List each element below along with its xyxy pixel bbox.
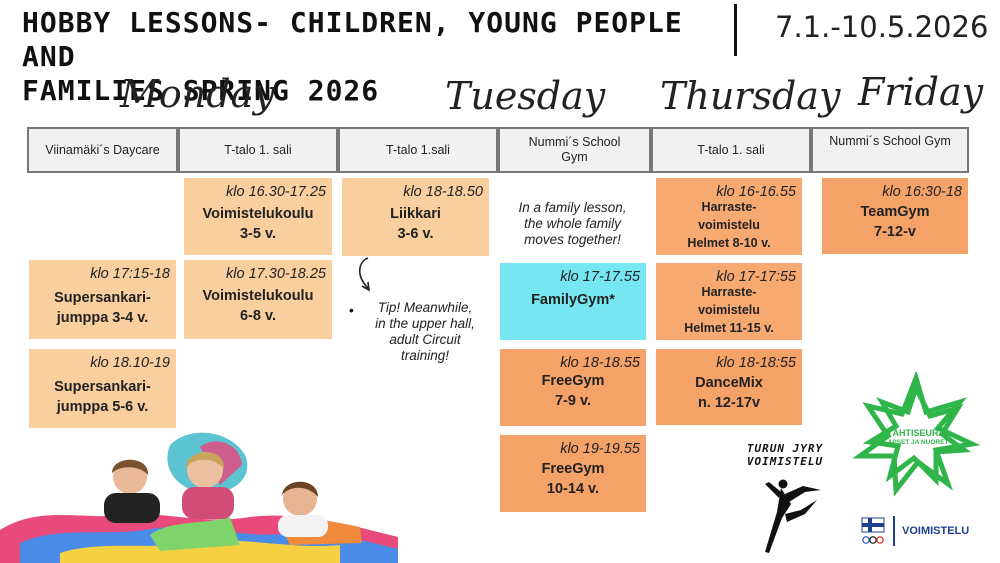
session-card: klo 18-18.55 FreeGym 7-9 v. (500, 349, 646, 426)
session-name: TeamGym (860, 204, 930, 220)
session-time: klo 16.30-17.25 (226, 184, 326, 200)
family-note: In a family lesson, the whole family mov… (500, 200, 645, 248)
session-name: FreeGym (541, 461, 605, 477)
tip-line: training! (400, 348, 450, 363)
tip-line: in the upper hall, (375, 316, 475, 331)
session-time: klo 19-19.55 (560, 441, 640, 457)
session-time: klo 18-18.50 (403, 184, 483, 200)
day-tuesday: Tuesday (445, 74, 606, 118)
session-card: klo 18-18:55 DanceMix n. 12-17v (656, 349, 802, 425)
venue-ttalo-tuesday: T-talo 1.sali (338, 129, 498, 171)
session-name: DanceMix (695, 375, 763, 391)
day-monday: Monday (120, 72, 275, 116)
tip-line: Tip! Meanwhile, (377, 300, 473, 315)
tip-line: adult Circuit (389, 332, 461, 347)
jyry-logo-text: TURUN JYRY VOIMISTELU (735, 442, 835, 468)
family-note-line: moves together! (524, 232, 621, 247)
family-note-line: In a family lesson, (518, 200, 627, 215)
day-thursday: Thursday (660, 74, 841, 118)
bullet-icon: • (349, 302, 354, 318)
session-name: Liikkari (390, 206, 441, 222)
title-line-2: FAMILIES SPRING 2026 (22, 74, 380, 107)
gymnast-silhouette-icon (765, 479, 821, 553)
jyry-logo-line: VOIMISTELU (746, 455, 824, 468)
session-card: klo 17.30-18.25 Voimistelukoulu 6-8 v. (184, 260, 332, 339)
day-friday: Friday (858, 70, 984, 114)
session-card: klo 16.30-17.25 Voimistelukoulu 3-5 v. (184, 178, 332, 255)
finland-olympic-icon (861, 517, 885, 544)
session-card: klo 16:30-18 TeamGym 7-12-v (822, 178, 968, 254)
session-time: klo 17-17:55 (716, 269, 796, 285)
venue-ttalo-monday: T-talo 1. sali (178, 129, 338, 171)
session-card: klo 17-17:55 Harraste- voimistelu Helmet… (656, 263, 802, 340)
session-group: Helmet 8-10 v. (687, 236, 771, 250)
session-time: klo 18-18.55 (560, 355, 640, 371)
session-name: Supersankari- (54, 379, 151, 395)
session-card: klo 18.10-19 Supersankari- jumppa 5-6 v. (29, 349, 176, 428)
tahtiseura-star-logo (852, 372, 980, 497)
session-name: voimistelu (698, 303, 760, 317)
session-age: 7-12-v (874, 224, 916, 240)
session-age: 3-5 v. (239, 226, 276, 242)
tahtiseura-title: TÄHTISEURA (887, 428, 945, 438)
family-note-line: the whole family (524, 216, 621, 231)
session-card: klo 18-18.50 Liikkari 3-6 v. (342, 178, 489, 256)
session-age: 6-8 v. (239, 308, 276, 324)
venue-nummi-tuesday: Nummi´s School Gym (498, 129, 651, 171)
session-time: klo 18.10-19 (90, 355, 170, 371)
jyry-logo-line: TURUN JYRY (746, 442, 824, 455)
page-title: HOBBY LESSONS- CHILDREN, YOUNG PEOPLE AN… (22, 6, 722, 108)
session-time: klo 17:15-18 (90, 266, 170, 282)
session-age: 7-9 v. (554, 393, 591, 409)
venue-viinamaki: Viinamäki´s Daycare (27, 129, 178, 171)
session-name: Supersankari- (54, 290, 151, 306)
header-divider (734, 4, 737, 56)
date-range: 7.1.-10.5.2026 (775, 10, 989, 44)
session-card: klo 17-17.55 FamilyGym* (500, 263, 646, 340)
session-name: Harraste- (701, 200, 757, 214)
session-name: Harraste- (701, 285, 757, 299)
session-age: 10-14 v. (546, 481, 600, 497)
session-group: Helmet 11-15 v. (684, 321, 774, 335)
title-line-1: HOBBY LESSONS- CHILDREN, YOUNG PEOPLE AN… (22, 6, 683, 73)
tip-note: • Tip! Meanwhile, in the upper hall, adu… (349, 300, 500, 364)
session-age: 3-6 v. (397, 226, 434, 242)
session-card: klo 16-16.55 Harraste- voimistelu Helmet… (656, 178, 802, 255)
venue-ttalo-thursday: T-talo 1. sali (651, 129, 811, 171)
venue-nummi-friday: Nummi´s School Gym (811, 129, 969, 171)
session-name: Voimistelukoulu (202, 288, 314, 304)
venue-bar: Viinamäki´s Daycare T-talo 1. sali T-tal… (27, 127, 969, 173)
tahtiseura-subtitle: LAPSET JA NUORET (883, 439, 949, 446)
curved-arrow-icon (358, 257, 370, 292)
session-age: jumppa 3-4 v. (56, 310, 149, 326)
session-age: n. 12-17v (697, 395, 761, 411)
tahtiseura-text: TÄHTISEURA LAPSET JA NUORET (872, 428, 960, 448)
session-time: klo 16-16.55 (716, 184, 796, 200)
logo-divider (893, 516, 895, 546)
session-time: klo 17.30-18.25 (226, 266, 326, 282)
session-name: FreeGym (541, 373, 605, 389)
session-card: klo 17:15-18 Supersankari- jumppa 3-4 v. (29, 260, 176, 339)
session-age: jumppa 5-6 v. (56, 399, 149, 415)
children-photo (0, 432, 398, 563)
session-name: FamilyGym* (531, 292, 615, 308)
session-time: klo 16:30-18 (882, 184, 962, 200)
session-time: klo 18-18:55 (716, 355, 796, 371)
session-name: voimistelu (698, 218, 760, 232)
voimistelu-logo-text: VOIMISTELU (902, 525, 970, 537)
session-time: klo 17-17.55 (560, 269, 640, 285)
session-name: Voimistelukoulu (202, 206, 314, 222)
session-card: klo 19-19.55 FreeGym 10-14 v. (500, 435, 646, 512)
